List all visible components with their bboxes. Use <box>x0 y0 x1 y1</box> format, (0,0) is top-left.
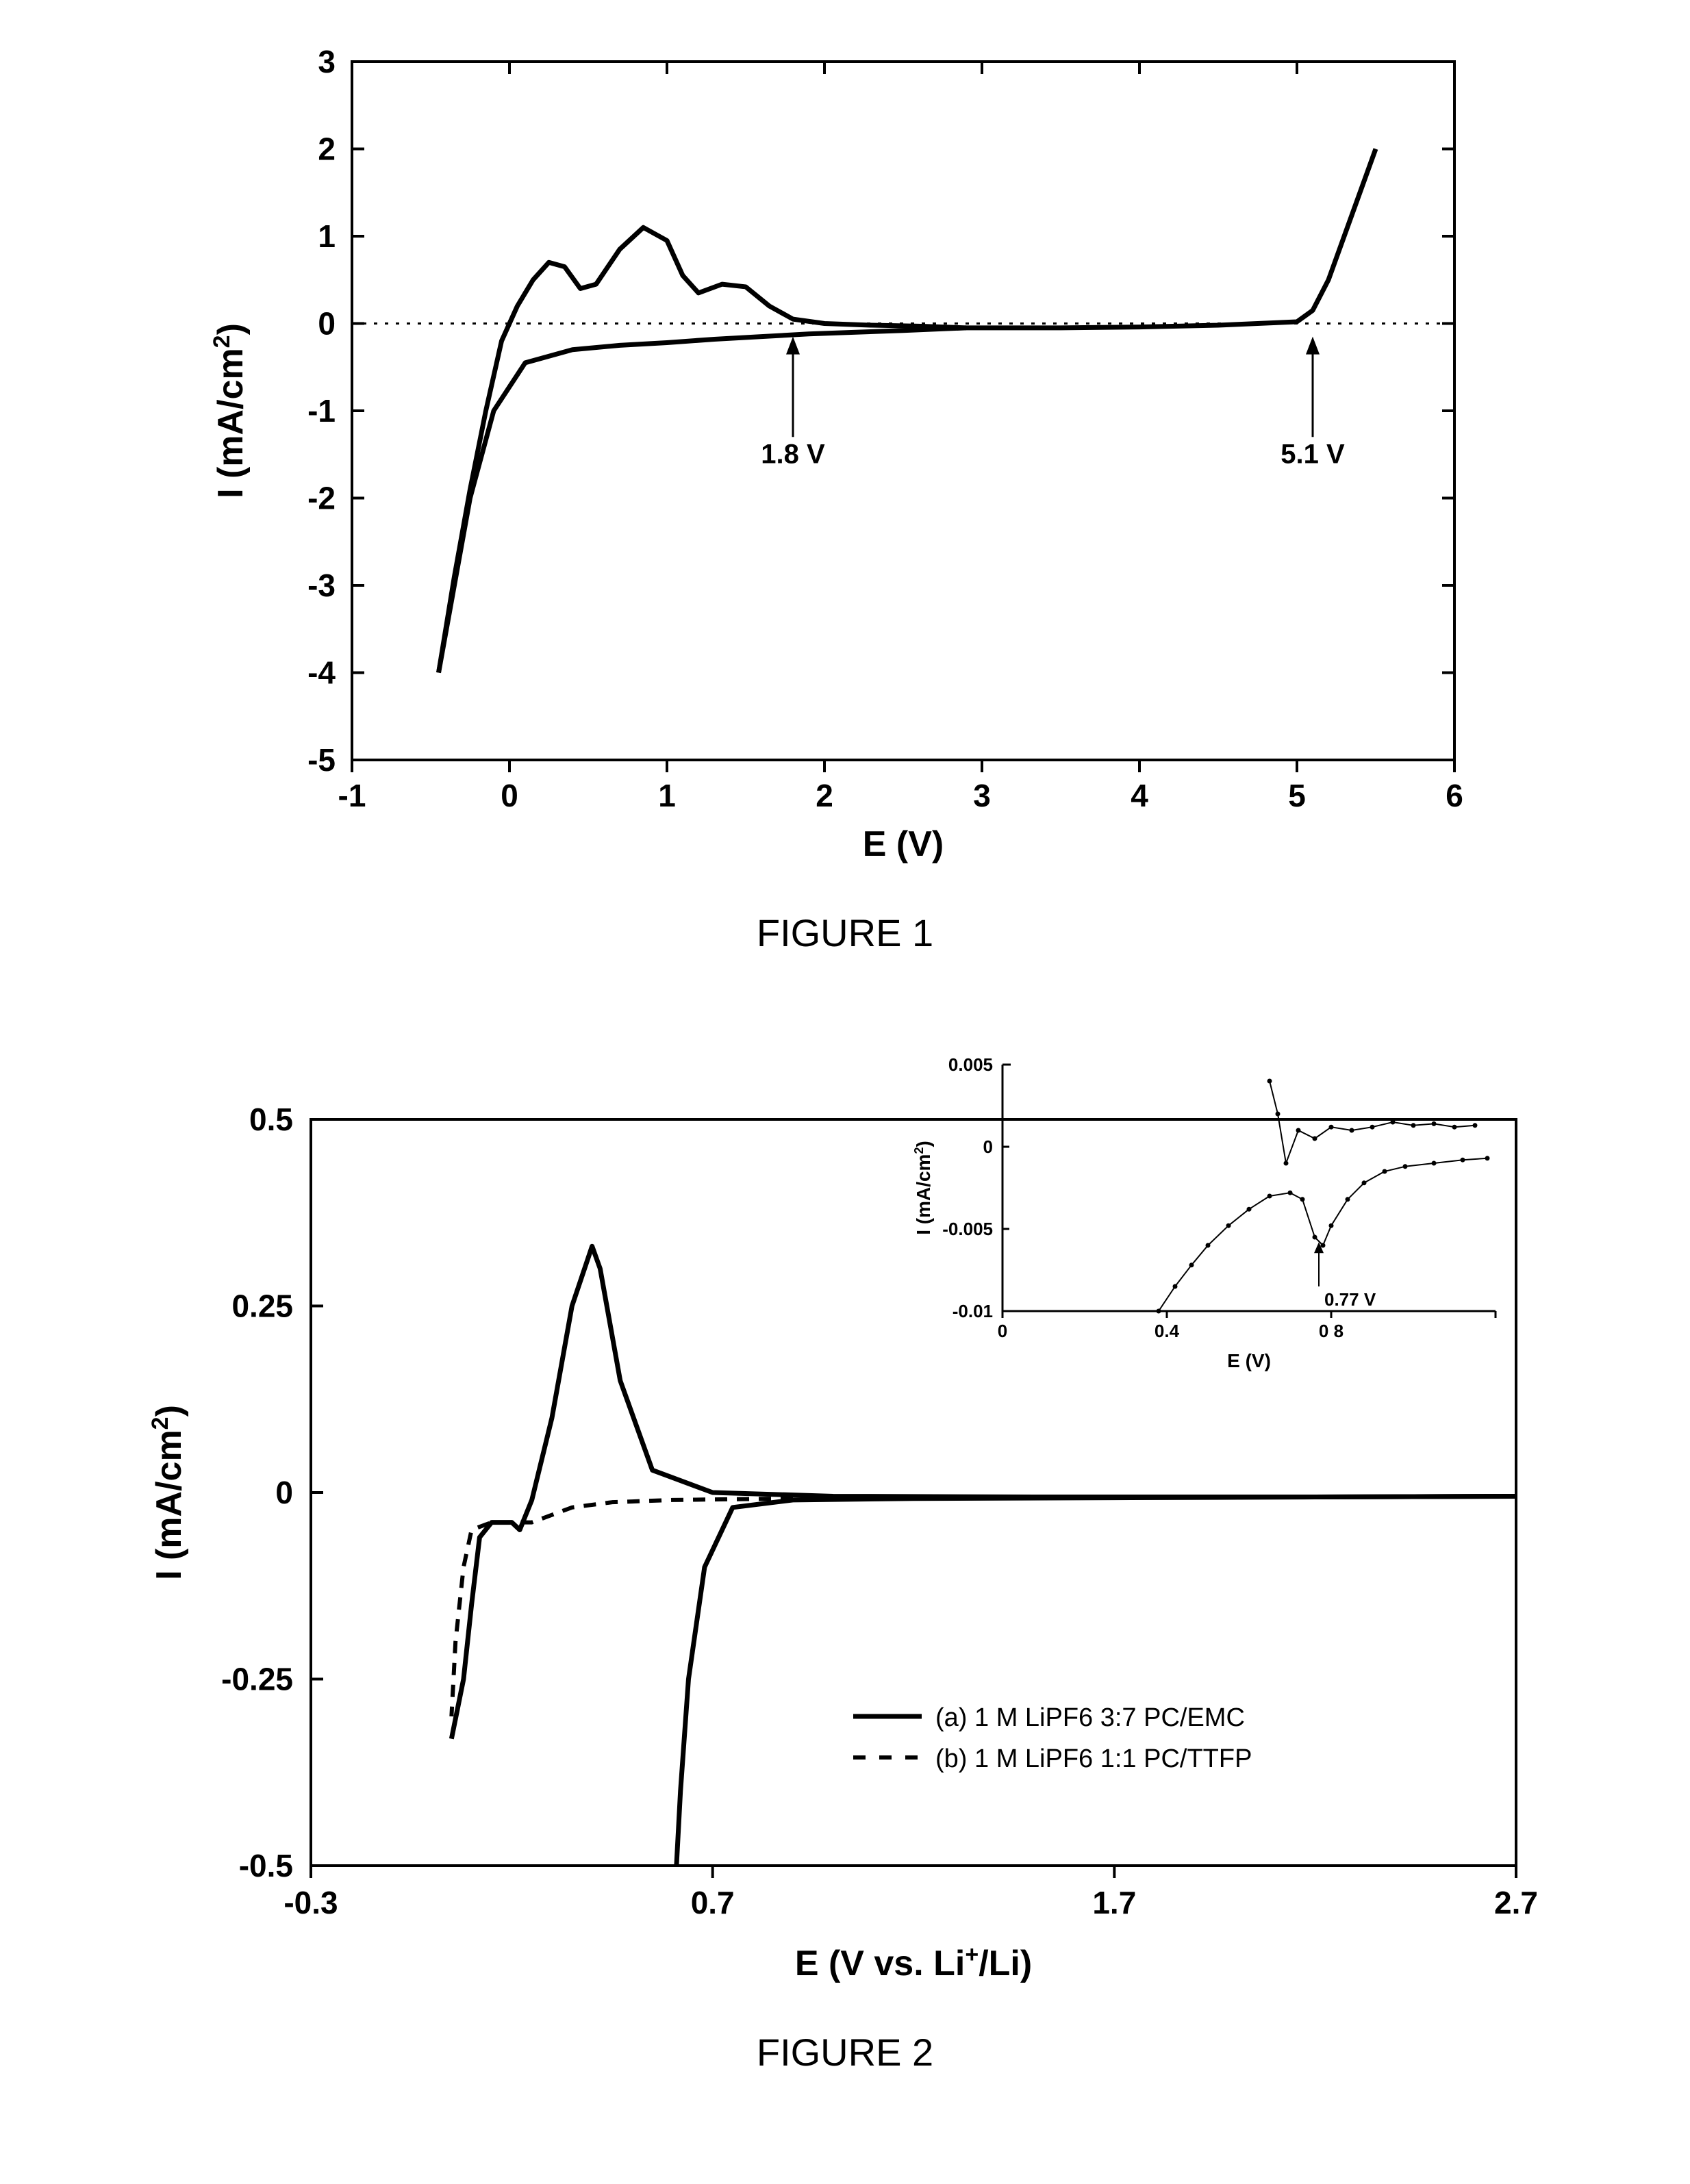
svg-text:1: 1 <box>318 218 336 254</box>
figure-1-caption: FIGURE 1 <box>27 911 1663 955</box>
svg-text:0: 0 <box>983 1137 993 1157</box>
figure-2-wrap: -0.3 0.7 1.7 2.7 -0.5 -0.25 0 0.25 0.5 (a) 1 M Li… <box>27 1037 1663 2074</box>
svg-text:-1: -1 <box>307 393 336 429</box>
svg-text:-4: -4 <box>307 655 336 691</box>
svg-text:0.77 V: 0.77 V <box>1324 1289 1376 1310</box>
svg-text:(b) 1 M LiPF6 1:1 PC/TTFP: (b) 1 M LiPF6 1:1 PC/TTFP <box>935 1744 1252 1773</box>
svg-text:-1: -1 <box>338 778 366 813</box>
svg-text:1.7: 1.7 <box>1092 1885 1136 1920</box>
svg-text:-2: -2 <box>307 481 336 516</box>
svg-text:5.1 V: 5.1 V <box>1281 440 1345 470</box>
svg-text:0.25: 0.25 <box>231 1288 293 1324</box>
svg-text:0: 0 <box>501 778 518 813</box>
svg-text:2.7: 2.7 <box>1494 1885 1538 1920</box>
svg-text:3: 3 <box>318 44 336 79</box>
svg-text:0.7: 0.7 <box>691 1885 735 1920</box>
svg-text:2: 2 <box>318 131 336 167</box>
svg-text:0.4: 0.4 <box>1155 1321 1180 1341</box>
figure-2-svg: -0.3 0.7 1.7 2.7 -0.5 -0.25 0 0.25 0.5 (a) 1 M Li… <box>126 1037 1564 2009</box>
svg-text:E (V vs. Li+/Li): E (V vs. Li+/Li) <box>795 1942 1032 1983</box>
svg-text:5: 5 <box>1288 778 1306 813</box>
page-container: -1 0 1 2 3 4 5 6 -5 -4 -3 -2 -1 0 1 2 3 1.8 V 5.1 V E (V) I … <box>27 27 1663 2074</box>
svg-text:0: 0 <box>318 306 336 342</box>
svg-text:4: 4 <box>1131 778 1148 813</box>
svg-text:1: 1 <box>658 778 676 813</box>
svg-text:0 8: 0 8 <box>1319 1321 1344 1341</box>
svg-text:3: 3 <box>973 778 991 813</box>
svg-text:2: 2 <box>816 778 833 813</box>
svg-text:6: 6 <box>1446 778 1463 813</box>
svg-text:0: 0 <box>998 1321 1007 1341</box>
svg-text:(a) 1 M LiPF6 3:7 PC/EMC: (a) 1 M LiPF6 3:7 PC/EMC <box>935 1703 1245 1732</box>
svg-text:0: 0 <box>275 1475 293 1510</box>
svg-text:-0.01: -0.01 <box>953 1301 993 1321</box>
svg-text:I (mA/cm2): I (mA/cm2) <box>912 1141 934 1235</box>
svg-text:0.005: 0.005 <box>948 1054 993 1075</box>
svg-text:-3: -3 <box>307 568 336 603</box>
figure-1-svg: -1 0 1 2 3 4 5 6 -5 -4 -3 -2 -1 0 1 2 3 1.8 V 5.1 V E (V) I … <box>194 27 1496 890</box>
svg-text:0.5: 0.5 <box>249 1102 293 1137</box>
figure-1-wrap: -1 0 1 2 3 4 5 6 -5 -4 -3 -2 -1 0 1 2 3 1.8 V 5.1 V E (V) I … <box>27 27 1663 955</box>
svg-text:E (V): E (V) <box>863 824 944 864</box>
svg-text:-0.3: -0.3 <box>283 1885 338 1920</box>
svg-text:-0.25: -0.25 <box>221 1662 293 1697</box>
svg-text:I (mA/cm2): I (mA/cm2) <box>209 323 251 498</box>
svg-text:1.8 V: 1.8 V <box>761 440 825 470</box>
svg-text:-0.005: -0.005 <box>942 1219 993 1239</box>
svg-text:-5: -5 <box>307 742 336 778</box>
svg-text:E (V): E (V) <box>1227 1350 1271 1371</box>
svg-text:-0.5: -0.5 <box>239 1848 293 1883</box>
figure-2-caption: FIGURE 2 <box>27 2030 1663 2074</box>
svg-text:I (mA/cm2): I (mA/cm2) <box>147 1405 189 1580</box>
